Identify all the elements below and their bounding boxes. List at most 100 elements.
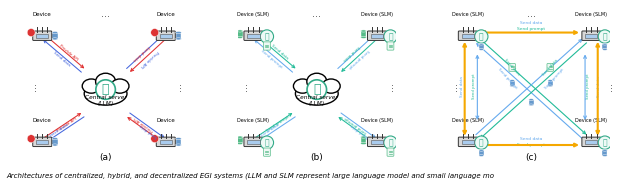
- Text: Send prompt: Send prompt: [260, 48, 283, 69]
- Text: Send prompt: Send prompt: [586, 74, 590, 99]
- Ellipse shape: [82, 79, 100, 93]
- Ellipse shape: [361, 30, 366, 32]
- Ellipse shape: [175, 144, 181, 146]
- Bar: [510, 81, 515, 86]
- FancyBboxPatch shape: [367, 137, 387, 147]
- Text: Ⓢ: Ⓢ: [264, 32, 269, 41]
- Bar: [36, 140, 49, 144]
- Bar: [548, 81, 552, 86]
- Ellipse shape: [111, 79, 129, 93]
- Circle shape: [384, 136, 397, 149]
- Text: Device (SLM): Device (SLM): [575, 118, 607, 123]
- Text: Ⓢ: Ⓢ: [102, 83, 109, 96]
- Text: ...: ...: [173, 82, 184, 91]
- Bar: [371, 140, 383, 144]
- Text: Ⓢ: Ⓢ: [388, 138, 393, 147]
- Circle shape: [27, 135, 35, 143]
- FancyBboxPatch shape: [156, 31, 175, 40]
- Text: Send data: Send data: [460, 76, 463, 97]
- Ellipse shape: [322, 79, 340, 93]
- Ellipse shape: [602, 43, 607, 45]
- Bar: [602, 44, 607, 50]
- FancyBboxPatch shape: [547, 64, 554, 71]
- Bar: [479, 44, 484, 50]
- Text: (c): (c): [525, 153, 537, 162]
- Circle shape: [384, 30, 397, 43]
- Text: Send prompt: Send prompt: [497, 67, 518, 90]
- FancyBboxPatch shape: [33, 31, 52, 40]
- FancyBboxPatch shape: [33, 137, 52, 147]
- Bar: [361, 31, 366, 37]
- Bar: [529, 100, 534, 105]
- Text: Send prompt: Send prompt: [348, 48, 370, 69]
- Text: Device: Device: [156, 118, 175, 123]
- Text: Ⓢ: Ⓢ: [602, 138, 607, 147]
- Circle shape: [260, 30, 273, 43]
- FancyBboxPatch shape: [458, 31, 477, 40]
- Text: Device (SLM): Device (SLM): [575, 12, 607, 17]
- Ellipse shape: [84, 82, 127, 105]
- Text: Send data: Send data: [597, 76, 602, 97]
- Text: Send data: Send data: [52, 50, 71, 67]
- Text: Send prompt: Send prompt: [266, 115, 290, 134]
- Ellipse shape: [548, 80, 552, 82]
- Circle shape: [475, 30, 488, 43]
- Text: Ⓢ: Ⓢ: [313, 83, 321, 96]
- Text: Device (SLM): Device (SLM): [361, 12, 393, 17]
- Ellipse shape: [237, 36, 243, 38]
- Circle shape: [260, 136, 273, 149]
- Text: Provide API: Provide API: [140, 50, 159, 68]
- Text: Device (SLM): Device (SLM): [452, 118, 484, 123]
- Ellipse shape: [52, 38, 58, 40]
- Text: Send prompt: Send prompt: [517, 143, 545, 147]
- FancyBboxPatch shape: [582, 31, 601, 40]
- Bar: [36, 34, 49, 38]
- Text: Send data: Send data: [270, 44, 289, 61]
- Ellipse shape: [510, 85, 515, 87]
- Bar: [371, 34, 383, 38]
- Circle shape: [151, 29, 159, 37]
- Text: Send data: Send data: [132, 44, 150, 61]
- Text: Send data: Send data: [342, 44, 360, 61]
- Ellipse shape: [95, 73, 116, 90]
- Ellipse shape: [548, 85, 552, 87]
- Text: (b): (b): [310, 153, 323, 162]
- Bar: [247, 140, 260, 144]
- Circle shape: [598, 136, 611, 149]
- Ellipse shape: [296, 82, 338, 105]
- FancyBboxPatch shape: [156, 137, 175, 147]
- Circle shape: [151, 135, 159, 143]
- Text: Ⓢ: Ⓢ: [388, 32, 393, 41]
- Text: Architectures of centralized, hybrid, and decentralized EGI systems (LLM and SLM: Architectures of centralized, hybrid, an…: [6, 172, 494, 179]
- Ellipse shape: [237, 136, 243, 138]
- FancyBboxPatch shape: [367, 31, 387, 40]
- Ellipse shape: [510, 80, 515, 82]
- FancyBboxPatch shape: [458, 137, 477, 147]
- Text: ...: ...: [449, 82, 459, 91]
- Ellipse shape: [361, 36, 366, 38]
- Text: Provide API: Provide API: [134, 116, 155, 133]
- Circle shape: [96, 80, 115, 99]
- Text: Device: Device: [33, 12, 52, 17]
- Bar: [461, 140, 474, 144]
- Ellipse shape: [52, 138, 58, 140]
- Ellipse shape: [479, 49, 484, 50]
- Text: Ⓢ: Ⓢ: [264, 138, 269, 147]
- Text: Send data: Send data: [520, 137, 542, 141]
- Bar: [160, 34, 172, 38]
- Bar: [461, 34, 474, 38]
- Ellipse shape: [361, 142, 366, 145]
- Bar: [247, 34, 260, 38]
- Text: Send prompt: Send prompt: [472, 74, 476, 99]
- Ellipse shape: [293, 79, 312, 93]
- Text: Send data: Send data: [351, 123, 370, 138]
- FancyBboxPatch shape: [509, 64, 515, 71]
- Circle shape: [475, 136, 488, 149]
- FancyBboxPatch shape: [244, 31, 263, 40]
- Bar: [237, 137, 243, 143]
- Ellipse shape: [529, 99, 534, 100]
- Bar: [586, 34, 598, 38]
- Text: Central server
(LLM): Central server (LLM): [84, 95, 127, 106]
- Ellipse shape: [307, 73, 327, 90]
- Text: Ⓢ: Ⓢ: [479, 32, 484, 41]
